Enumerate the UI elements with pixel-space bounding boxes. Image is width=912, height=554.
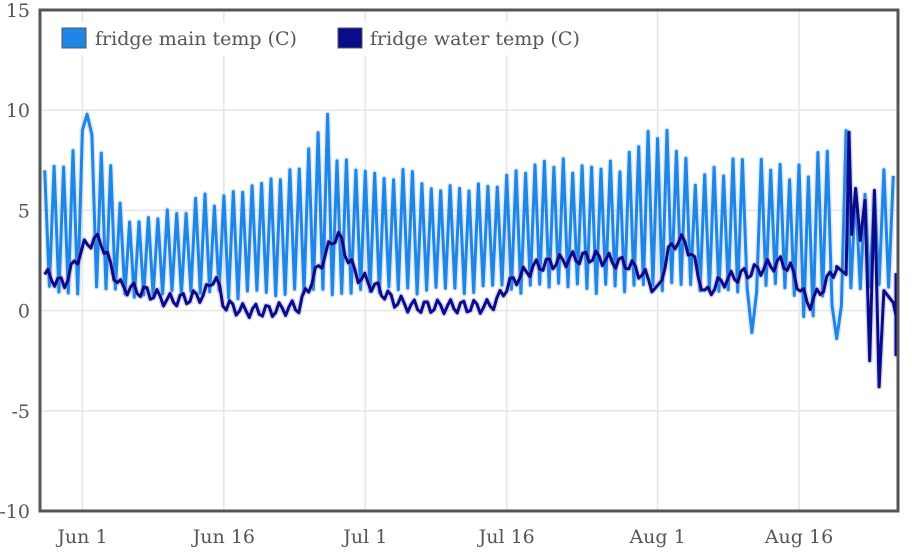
y-tick-label: -10 — [0, 501, 30, 523]
x-tick-label: Aug 16 — [764, 526, 833, 548]
x-tick-label: Jul 1 — [341, 526, 387, 548]
legend-swatch-water[interactable] — [337, 27, 363, 49]
x-tick-label: Jun 1 — [55, 526, 107, 548]
y-tick-label: 15 — [6, 0, 30, 22]
y-tick-label: -5 — [11, 401, 30, 423]
series-water-line[interactable] — [43, 130, 898, 389]
y-tick-label: 0 — [18, 301, 30, 323]
y-tick-label: 10 — [6, 100, 30, 122]
legend-label-main: fridge main temp (C) — [95, 28, 297, 50]
legend-background — [52, 22, 612, 56]
x-tick-label: Aug 1 — [628, 526, 685, 548]
x-tick-label: Jul 16 — [477, 526, 535, 548]
plot-frame — [38, 8, 900, 513]
series-main-line[interactable] — [43, 112, 895, 341]
legend-swatch-main[interactable] — [61, 27, 87, 49]
y-tick-label: 5 — [18, 200, 30, 222]
legend-label-water: fridge water temp (C) — [370, 28, 580, 50]
x-tick-label: Jun 16 — [191, 526, 255, 548]
tick-layer: -10 -5 0 5 10 15 Jun 1 Jun 16 Jul 1 Jul 16 Aug 1 Au… — [0, 0, 833, 548]
series-layer — [41, 111, 899, 390]
legend: fridge main temp (C) fridge water temp (… — [52, 22, 612, 56]
